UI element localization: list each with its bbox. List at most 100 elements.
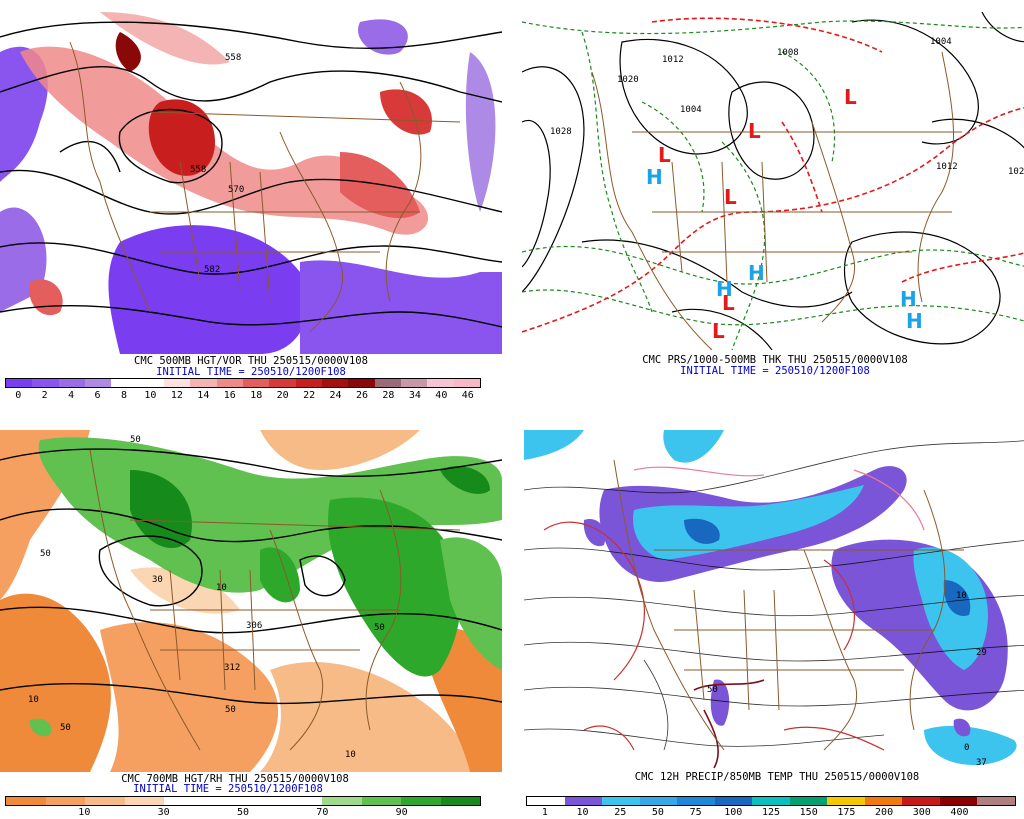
legend-tick-label: 46 — [461, 390, 474, 401]
isobar-label: 1008 — [777, 48, 799, 58]
panel-subtitle: INITIAL TIME = 250510/1200F108 — [156, 366, 346, 378]
legend-tick-label: 200 — [875, 807, 894, 818]
legend-swatch — [190, 379, 217, 387]
humidity-map: 50 10 50 10 30 50 10 312 306 50 50 — [0, 430, 502, 772]
legend-swatch — [427, 379, 454, 387]
contour-label: 30 — [152, 575, 163, 585]
high-pressure-marker: H — [900, 287, 917, 311]
panel-500mb-vorticity: 558 558 570 582 CMC 500MB HGT/VOR THU 25… — [0, 0, 512, 409]
legend-tick-label: 125 — [761, 807, 781, 818]
contour-label: 0 — [964, 743, 969, 753]
legend-tick-label: 100 — [724, 807, 743, 818]
legend-tick-label: 22 — [303, 390, 316, 401]
contour-label: 50 — [40, 549, 51, 559]
legend-swatch — [321, 379, 349, 387]
legend-swatch — [282, 797, 322, 805]
low-pressure-marker: L — [712, 319, 725, 343]
legend-swatch — [752, 797, 790, 805]
legend-tick-label: 12 — [170, 390, 183, 401]
legend-swatch — [939, 797, 978, 805]
low-pressure-marker: L — [844, 85, 857, 109]
contour-label: 582 — [204, 265, 220, 275]
contour-label: 10 — [28, 695, 39, 705]
legend-tick-label: 16 — [223, 390, 236, 401]
legend-tick-label: 0 — [15, 390, 22, 401]
legend-swatch — [602, 797, 640, 805]
contour-label: 10 — [216, 583, 227, 593]
isobar-label: 1020 — [617, 75, 639, 85]
panel-pressure-thickness: 1028 1004 1012 1020 1020 1008 1012 1004 … — [512, 0, 1024, 409]
contour-label: 312 — [224, 663, 240, 673]
contour-label: 558 — [225, 53, 241, 63]
isobar-label: 1012 — [936, 162, 958, 172]
color-legend-bar — [526, 796, 1016, 806]
panel-subtitle: INITIAL TIME = 250510/1200F108 — [680, 365, 870, 377]
legend-tick-label: 75 — [689, 807, 702, 818]
legend-swatch — [527, 797, 565, 805]
legend-tick-label: 28 — [382, 390, 395, 401]
legend-tick-label: 70 — [316, 807, 329, 818]
contour-label: 37 — [976, 758, 987, 768]
legend-swatch — [564, 797, 603, 805]
legend-swatch — [243, 797, 283, 805]
legend-swatch — [85, 797, 125, 805]
contour-label: 50 — [707, 685, 718, 695]
legend-tick-label: 24 — [329, 390, 342, 401]
legend-swatch — [827, 797, 865, 805]
legend-swatch — [440, 797, 480, 805]
legend-swatch — [977, 797, 1015, 805]
legend-tick-label: 25 — [614, 807, 627, 818]
legend-swatch — [864, 797, 903, 805]
legend-tick-label: 2 — [41, 390, 48, 401]
legend-tick-label: 10 — [576, 807, 589, 818]
legend-tick-label: 6 — [94, 390, 101, 401]
low-pressure-marker: L — [658, 143, 671, 167]
legend-tick-label: 8 — [120, 390, 128, 401]
high-pressure-marker: H — [906, 309, 923, 333]
legend-ticks: 0 2 4 6 8 10 12 14 16 18 20 22 24 26 28 34 40 46 — [5, 390, 481, 402]
legend-swatch — [45, 797, 85, 805]
legend-swatch — [348, 379, 375, 387]
contour-label: 29 — [976, 648, 987, 658]
legend-swatch — [295, 379, 322, 387]
legend-tick-label: 300 — [912, 807, 931, 818]
legend-swatch — [902, 797, 940, 805]
legend-swatch — [639, 797, 678, 805]
contour-label: 50 — [60, 723, 71, 733]
legend-swatch — [453, 379, 480, 387]
low-pressure-marker: L — [724, 185, 737, 209]
legend-tick-label: 10 — [78, 807, 91, 818]
low-pressure-marker: L — [748, 119, 761, 143]
legend-tick-label: 26 — [355, 390, 369, 401]
panel-title: CMC 700MB HGT/RH THU 250515/0000V108 — [121, 773, 349, 785]
high-pressure-marker: H — [646, 165, 663, 189]
legend-swatch — [163, 379, 191, 387]
legend-ticks: 1 10 25 50 75 100 125 150 175 200 300 400 — [526, 807, 1016, 818]
legend-tick-label: 34 — [408, 390, 421, 401]
legend-tick-label: 4 — [68, 390, 75, 401]
legend-ticks: 10 30 50 70 90 — [5, 807, 481, 818]
legend-swatch — [789, 797, 828, 805]
contour-label: 570 — [228, 185, 244, 195]
contour-label: 558 — [190, 165, 206, 175]
high-pressure-marker: H — [716, 277, 733, 301]
panel-precip-temperature: 50 0 10 29 37 CMC 12H PRECIP/850MB TEMP … — [512, 409, 1024, 819]
legend-tick-label: 150 — [799, 807, 818, 818]
legend-swatch — [216, 379, 243, 387]
contour-label: 50 — [374, 623, 385, 633]
legend-tick-label: 30 — [157, 807, 170, 818]
isobar-label: 1012 — [662, 55, 684, 65]
color-legend-bar — [5, 796, 481, 806]
isobar-label: 1004 — [680, 105, 702, 115]
legend-swatch — [269, 379, 296, 387]
contour-label: 10 — [956, 591, 967, 601]
pressure-map: 1028 1004 1012 1020 1020 1008 1012 1004 … — [522, 12, 1024, 350]
isobar-label: 1004 — [930, 37, 952, 47]
high-pressure-marker: H — [748, 261, 765, 285]
panel-700mb-humidity: 50 10 50 10 30 50 10 312 306 50 50 CMC 7… — [0, 409, 512, 819]
legend-swatch — [401, 797, 441, 805]
legend-tick-label: 1 — [541, 807, 548, 818]
legend-tick-label: 20 — [276, 390, 289, 401]
legend-swatch — [84, 379, 112, 387]
legend-tick-label: 40 — [435, 390, 448, 401]
